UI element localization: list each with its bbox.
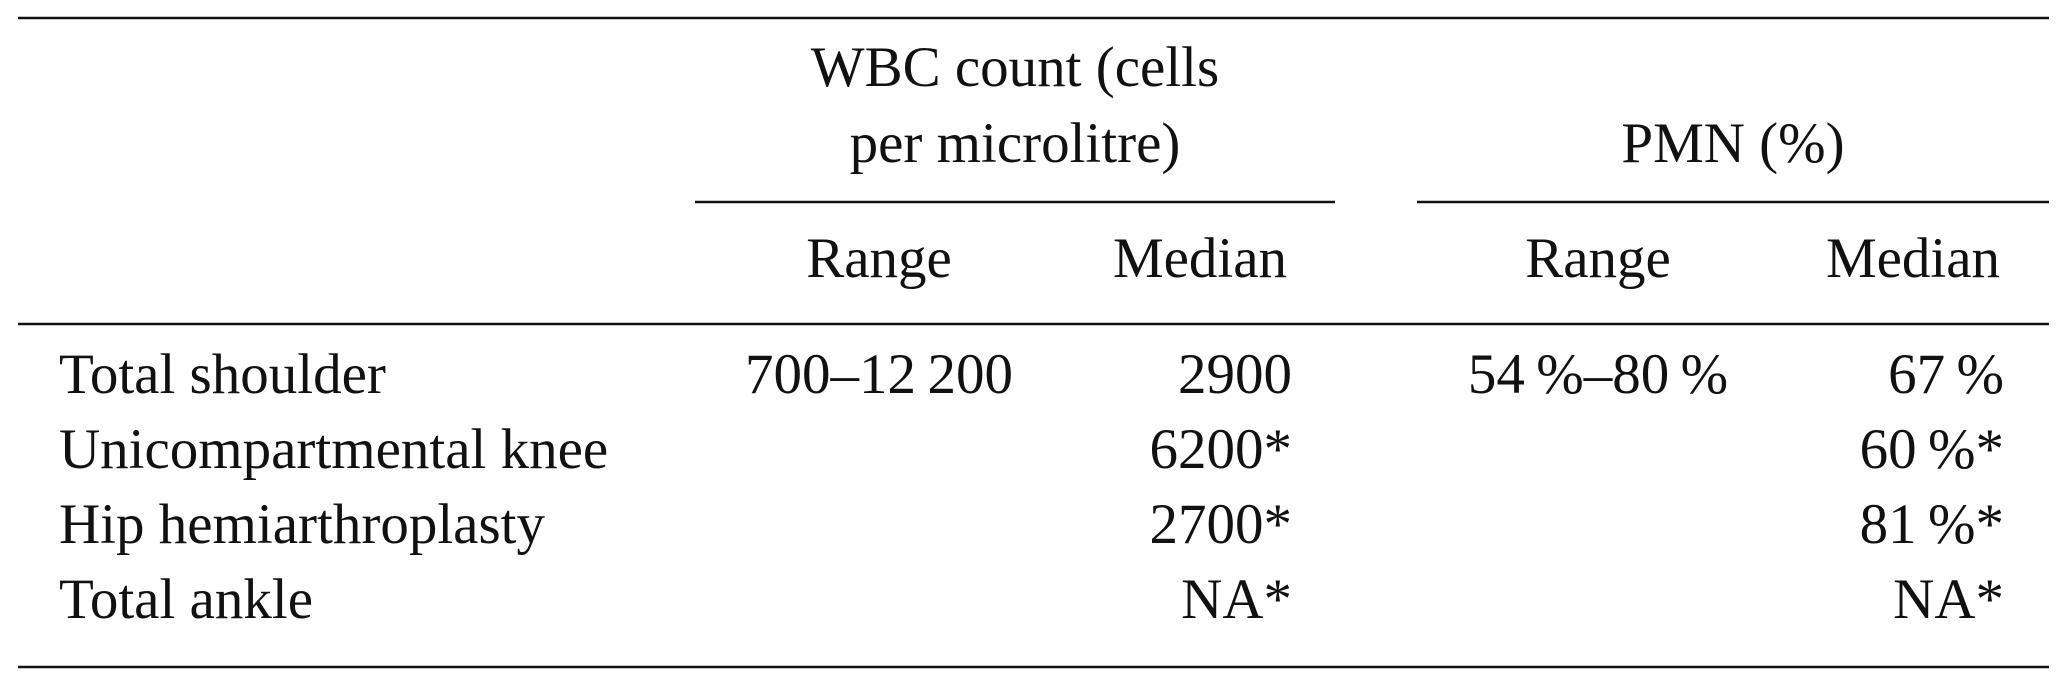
row-label: Total shoulder xyxy=(59,343,386,406)
cell: NA* xyxy=(1181,568,1292,631)
cell: 6200* xyxy=(1150,418,1293,481)
cell: 81 %* xyxy=(1860,493,2004,556)
column-header: Range xyxy=(806,227,952,290)
cell: 2700* xyxy=(1150,493,1293,556)
cell: 2900 xyxy=(1178,343,1292,406)
row-label: Hip hemiarthroplasty xyxy=(59,493,545,556)
group-header: WBC count (cells xyxy=(811,36,1219,99)
group-header: per microlitre) xyxy=(850,112,1181,175)
cell: 54 %–80 % xyxy=(1468,343,1728,406)
group-header: PMN (%) xyxy=(1621,112,1844,175)
column-header: Range xyxy=(1525,227,1671,290)
row-label: Total ankle xyxy=(59,568,313,631)
column-header: Median xyxy=(1113,227,1287,290)
cell: NA* xyxy=(1893,568,2004,631)
cell: 67 % xyxy=(1888,343,2004,406)
row-label: Unicompartmental knee xyxy=(59,418,608,481)
cell: 60 %* xyxy=(1860,418,2004,481)
cell: 700–12 200 xyxy=(745,343,1013,406)
column-header: Median xyxy=(1826,227,2000,290)
